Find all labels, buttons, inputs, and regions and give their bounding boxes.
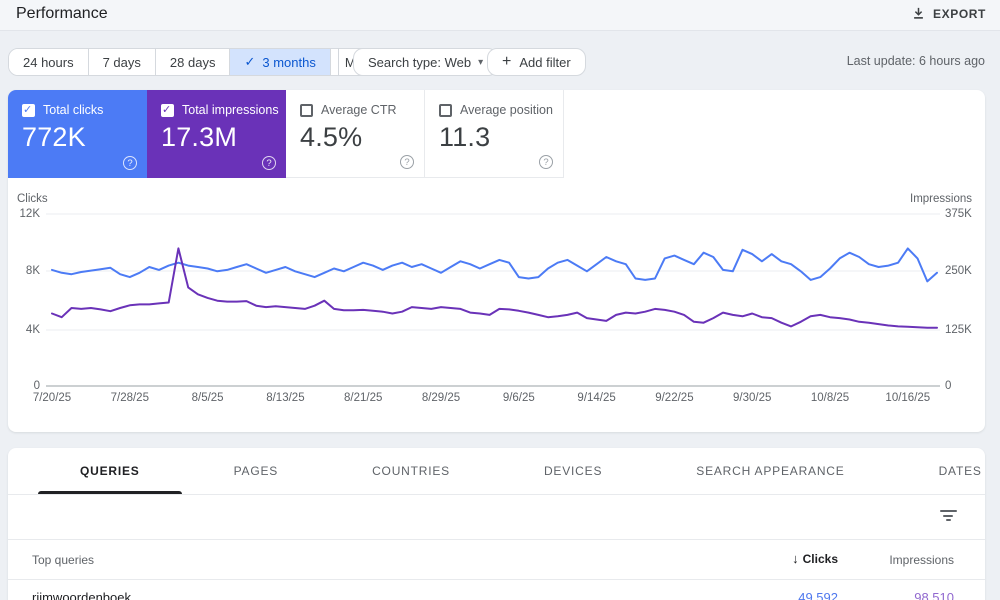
x-axis-tick: 7/28/25 [110, 392, 149, 404]
time-series-chart[interactable]: Clicks Impressions 12K 375K 8K 250K 4K 125K 0 0… [8, 190, 985, 432]
card-label: Total impressions [182, 103, 279, 117]
range-24-hours[interactable]: 24 hours [9, 49, 89, 75]
clicks-column-header[interactable]: ↓ Clicks [792, 551, 838, 566]
average-ctr-checkbox[interactable] [300, 103, 313, 117]
performance-chart-panel: Total clicks 772K ? Total impressions 17… [8, 90, 985, 432]
total-clicks-card[interactable]: Total clicks 772K ? [8, 90, 147, 178]
x-axis-tick: 8/29/25 [421, 392, 461, 404]
card-label: Total clicks [43, 103, 104, 117]
tab-countries[interactable]: COUNTRIES [372, 464, 450, 478]
total-impressions-value: 17.3M [161, 122, 238, 152]
help-icon[interactable]: ? [539, 155, 553, 169]
export-label: EXPORT [933, 6, 986, 21]
x-axis-tick: 7/20/25 [32, 392, 72, 404]
impressions-column-header[interactable]: Impressions [889, 553, 954, 567]
filter-bar: 24 hours 7 days 28 days ✓ 3 months More … [0, 31, 1000, 90]
left-axis-tick: 8K [25, 265, 40, 277]
right-axis-title: Impressions [910, 193, 972, 205]
metric-cards-row: Total clicks 772K ? Total impressions 17… [8, 90, 985, 178]
clicks-line-series [51, 247, 938, 283]
tab-devices[interactable]: DEVICES [543, 464, 603, 478]
average-position-value: 11.3 [439, 122, 491, 152]
impressions-line-series [51, 247, 938, 329]
checkmark-icon: ✓ [244, 54, 256, 69]
card-label: Average CTR [321, 103, 397, 117]
download-icon [914, 7, 923, 19]
total-impressions-card[interactable]: Total impressions 17.3M ? [147, 90, 286, 178]
tab-search-appearance[interactable]: SEARCH APPEARANCE [696, 464, 845, 478]
x-axis-tick: 8/13/25 [266, 392, 305, 404]
left-axis-tick: 0 [33, 380, 40, 392]
x-axis-tick: 9/14/25 [577, 392, 616, 404]
help-icon[interactable]: ? [262, 156, 276, 170]
query-cell[interactable]: rijmwoordenboek [32, 590, 131, 600]
divider [338, 48, 339, 76]
help-icon[interactable]: ? [400, 155, 414, 169]
right-axis-tick: 375K [945, 208, 972, 220]
left-axis-tick: 12K [19, 208, 40, 220]
x-axis-tick: 9/30/25 [733, 392, 772, 404]
table-toolbar [8, 495, 985, 540]
impressions-cell: 98,510 [914, 590, 954, 600]
total-clicks-value: 772K [22, 122, 86, 152]
sort-desc-icon: ↓ [792, 551, 799, 566]
dimension-tabs: QUERIES PAGES COUNTRIES DEVICES SEARCH A… [8, 448, 985, 495]
page-title: Performance [16, 5, 108, 22]
table-header: Top queries ↓ Clicks Impressions [8, 540, 985, 580]
right-axis-tick: 0 [945, 380, 952, 392]
clicks-cell: 49,592 [798, 590, 838, 600]
plus-icon: + [502, 53, 512, 70]
top-bar: Performance EXPORT [0, 0, 1000, 31]
chart-canvas [46, 213, 940, 387]
range-7-days[interactable]: 7 days [88, 49, 156, 75]
right-axis-tick: 250K [945, 265, 972, 277]
right-axis-tick: 125K [945, 324, 972, 336]
range-3-months[interactable]: ✓ 3 months [230, 49, 331, 75]
average-ctr-card[interactable]: Average CTR 4.5% ? [286, 90, 425, 178]
average-position-card[interactable]: Average position 11.3 ? [425, 90, 564, 178]
total-clicks-checkbox[interactable] [22, 103, 35, 117]
tab-queries[interactable]: QUERIES [38, 448, 182, 494]
table-row[interactable]: rijmwoordenboek 49,592 98,510 [8, 580, 985, 600]
tab-dates[interactable]: DATES [938, 464, 982, 478]
help-icon[interactable]: ? [123, 156, 137, 170]
x-axis-tick: 8/21/25 [344, 392, 383, 404]
x-axis-tick: 9/6/25 [502, 392, 535, 404]
top-queries-header: Top queries [32, 553, 95, 567]
average-position-checkbox[interactable] [439, 103, 452, 117]
search-type-dropdown[interactable]: Search type: Web ▾ [353, 48, 499, 76]
x-axis-tick: 8/5/25 [191, 392, 224, 404]
date-range-group: 24 hours 7 days 28 days ✓ 3 months More … [8, 48, 402, 76]
range-28-days[interactable]: 28 days [155, 49, 231, 75]
left-axis-title: Clicks [17, 193, 48, 205]
add-filter-button[interactable]: + Add filter [487, 48, 586, 76]
last-update-text: Last update: 6 hours ago [846, 54, 985, 68]
x-axis-tick: 9/22/25 [655, 392, 694, 404]
card-label: Average position [460, 103, 553, 117]
filter-list-icon[interactable] [939, 510, 957, 523]
x-axis-tick: 10/16/25 [885, 392, 931, 404]
chevron-down-icon: ▾ [478, 56, 484, 68]
total-impressions-checkbox[interactable] [161, 103, 174, 117]
export-button[interactable]: EXPORT [911, 6, 986, 21]
dimensions-table-panel: QUERIES PAGES COUNTRIES DEVICES SEARCH A… [8, 448, 985, 600]
x-axis-tick: 10/8/25 [810, 392, 850, 404]
average-ctr-value: 4.5% [300, 122, 363, 152]
tab-pages[interactable]: PAGES [233, 464, 279, 478]
left-axis-tick: 4K [25, 324, 40, 336]
